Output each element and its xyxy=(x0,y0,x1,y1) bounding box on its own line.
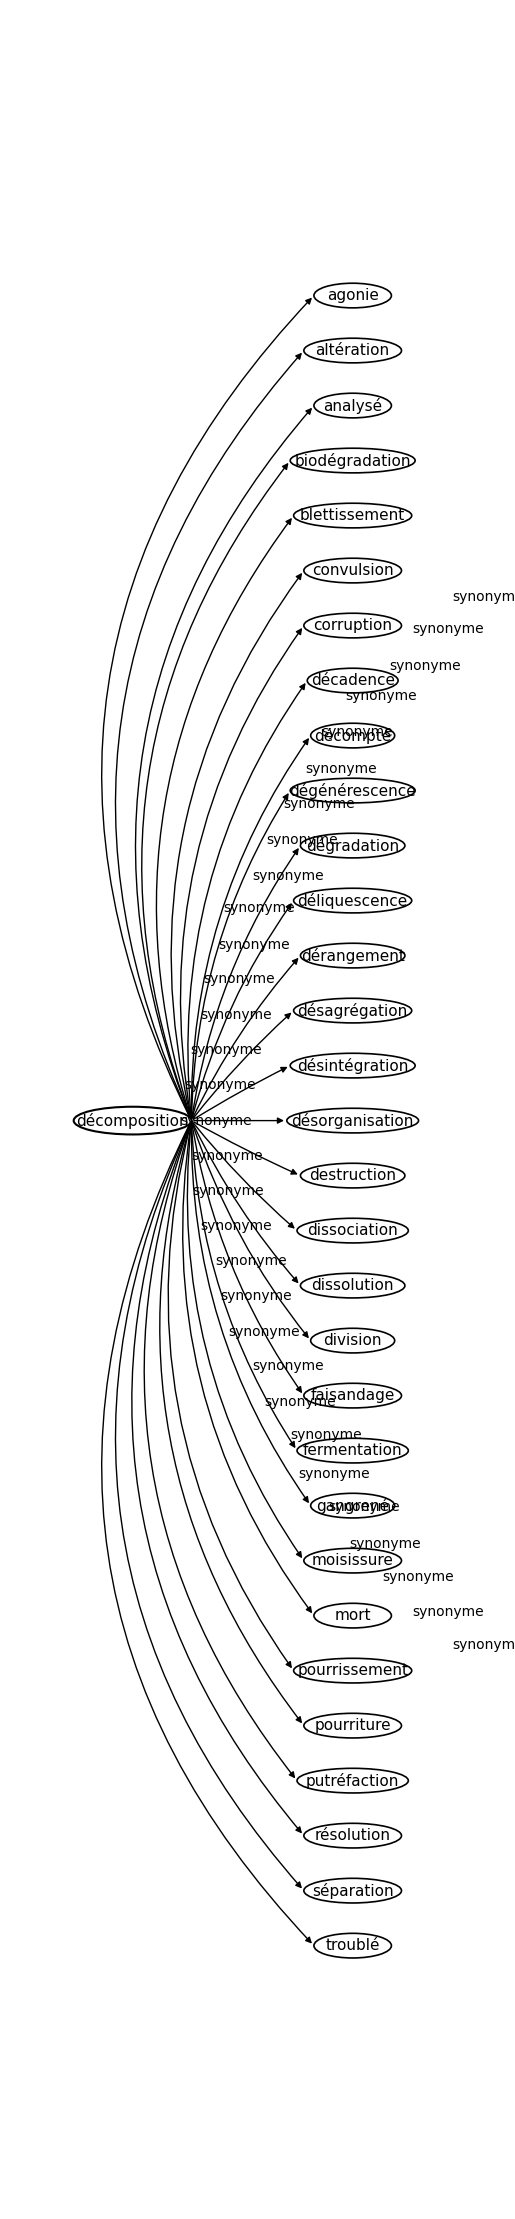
FancyArrowPatch shape xyxy=(193,1123,294,1227)
FancyArrowPatch shape xyxy=(193,1014,290,1118)
FancyArrowPatch shape xyxy=(192,850,298,1118)
Text: fermentation: fermentation xyxy=(303,1442,403,1458)
Text: synonyme: synonyme xyxy=(181,1114,252,1127)
Text: corruption: corruption xyxy=(313,619,392,632)
FancyArrowPatch shape xyxy=(115,1123,301,1888)
Text: agonie: agonie xyxy=(327,288,379,304)
Text: synonyme: synonyme xyxy=(329,1500,400,1513)
FancyArrowPatch shape xyxy=(142,464,287,1118)
Text: synonyme: synonyme xyxy=(290,1429,362,1442)
Text: synonyme: synonyme xyxy=(215,1254,287,1267)
Text: blettissement: blettissement xyxy=(300,508,405,524)
Text: dissociation: dissociation xyxy=(307,1223,398,1238)
FancyArrowPatch shape xyxy=(115,353,301,1118)
FancyArrowPatch shape xyxy=(192,1123,308,1502)
Text: décadence: décadence xyxy=(311,672,394,688)
Text: synonyme: synonyme xyxy=(200,1218,272,1234)
Text: synonyme: synonyme xyxy=(413,1607,485,1620)
Text: synonyme: synonyme xyxy=(283,797,355,812)
Text: séparation: séparation xyxy=(312,1882,393,1899)
Text: destruction: destruction xyxy=(309,1167,396,1183)
FancyArrowPatch shape xyxy=(194,1067,286,1118)
Text: désorganisation: désorganisation xyxy=(291,1112,414,1129)
FancyArrowPatch shape xyxy=(193,959,298,1118)
Text: synonyme: synonyme xyxy=(184,1078,256,1092)
Text: déliquescence: déliquescence xyxy=(298,892,408,908)
FancyArrowPatch shape xyxy=(193,1123,298,1283)
FancyArrowPatch shape xyxy=(135,408,311,1118)
Text: synonyme: synonyme xyxy=(220,1289,292,1303)
Text: synonyme: synonyme xyxy=(252,868,324,883)
FancyArrowPatch shape xyxy=(194,1123,297,1174)
Text: pourriture: pourriture xyxy=(314,1718,391,1733)
FancyArrowPatch shape xyxy=(192,1123,301,1391)
Text: putréfaction: putréfaction xyxy=(306,1773,399,1789)
FancyArrowPatch shape xyxy=(188,683,305,1118)
FancyArrowPatch shape xyxy=(192,1123,308,1338)
Text: synonyme: synonyme xyxy=(389,659,461,675)
Text: pourrissement: pourrissement xyxy=(297,1662,408,1678)
Text: biodégradation: biodégradation xyxy=(295,453,411,468)
Text: dégénérescence: dégénérescence xyxy=(289,783,416,799)
FancyArrowPatch shape xyxy=(187,1123,301,1558)
FancyArrowPatch shape xyxy=(101,1123,311,1942)
FancyArrowPatch shape xyxy=(192,794,288,1118)
FancyArrowPatch shape xyxy=(180,630,301,1118)
Text: synonyme: synonyme xyxy=(452,590,515,604)
FancyArrowPatch shape xyxy=(101,300,311,1118)
FancyArrowPatch shape xyxy=(171,575,301,1118)
Text: dérangement: dérangement xyxy=(301,948,405,963)
Text: synonyme: synonyme xyxy=(228,1325,300,1340)
Text: mort: mort xyxy=(334,1609,371,1622)
Text: dissolution: dissolution xyxy=(312,1278,394,1294)
Text: moisissure: moisissure xyxy=(312,1553,393,1569)
Text: synonyme: synonyme xyxy=(298,1467,369,1480)
Text: gangrené: gangrené xyxy=(316,1498,389,1513)
Text: synonyme: synonyme xyxy=(191,1149,263,1163)
Text: synonyme: synonyme xyxy=(350,1538,421,1551)
FancyArrowPatch shape xyxy=(183,1123,312,1613)
FancyArrowPatch shape xyxy=(192,903,291,1118)
Text: synonyme: synonyme xyxy=(267,832,338,848)
Text: synonyme: synonyme xyxy=(264,1396,336,1409)
Text: synonyme: synonyme xyxy=(321,726,393,739)
FancyArrowPatch shape xyxy=(168,1123,291,1666)
Text: synonyme: synonyme xyxy=(190,1043,262,1056)
Text: synonyme: synonyme xyxy=(200,1007,272,1023)
FancyArrowPatch shape xyxy=(132,1123,301,1833)
FancyArrowPatch shape xyxy=(144,1123,295,1777)
FancyArrowPatch shape xyxy=(157,519,291,1118)
Text: division: division xyxy=(323,1334,382,1349)
Text: résolution: résolution xyxy=(315,1828,391,1844)
Text: synonyme: synonyme xyxy=(452,1638,515,1651)
Text: dégradation: dégradation xyxy=(306,837,399,854)
Text: synonyme: synonyme xyxy=(345,688,417,703)
FancyArrowPatch shape xyxy=(194,1118,282,1123)
Text: désagrégation: désagrégation xyxy=(298,1003,408,1019)
Text: synonyme: synonyme xyxy=(413,621,485,635)
Text: décomposition: décomposition xyxy=(76,1112,189,1129)
Text: altération: altération xyxy=(316,344,390,357)
Text: décompté: décompté xyxy=(314,728,391,743)
Text: analysé: analysé xyxy=(323,397,382,413)
Text: convulsion: convulsion xyxy=(312,564,393,579)
FancyArrowPatch shape xyxy=(192,739,308,1118)
Text: troublé: troublé xyxy=(325,1937,380,1953)
FancyArrowPatch shape xyxy=(160,1123,301,1722)
Text: synonyme: synonyme xyxy=(224,901,295,914)
FancyArrowPatch shape xyxy=(192,1123,295,1447)
Text: synonyme: synonyme xyxy=(203,972,275,985)
Text: désintégration: désintégration xyxy=(297,1058,408,1074)
Text: synonyme: synonyme xyxy=(305,763,376,777)
Text: synonyme: synonyme xyxy=(252,1358,324,1374)
Text: synonyme: synonyme xyxy=(192,1185,264,1198)
Text: synonyme: synonyme xyxy=(218,939,290,952)
Text: faisandage: faisandage xyxy=(311,1389,395,1402)
Text: synonyme: synonyme xyxy=(383,1571,454,1584)
